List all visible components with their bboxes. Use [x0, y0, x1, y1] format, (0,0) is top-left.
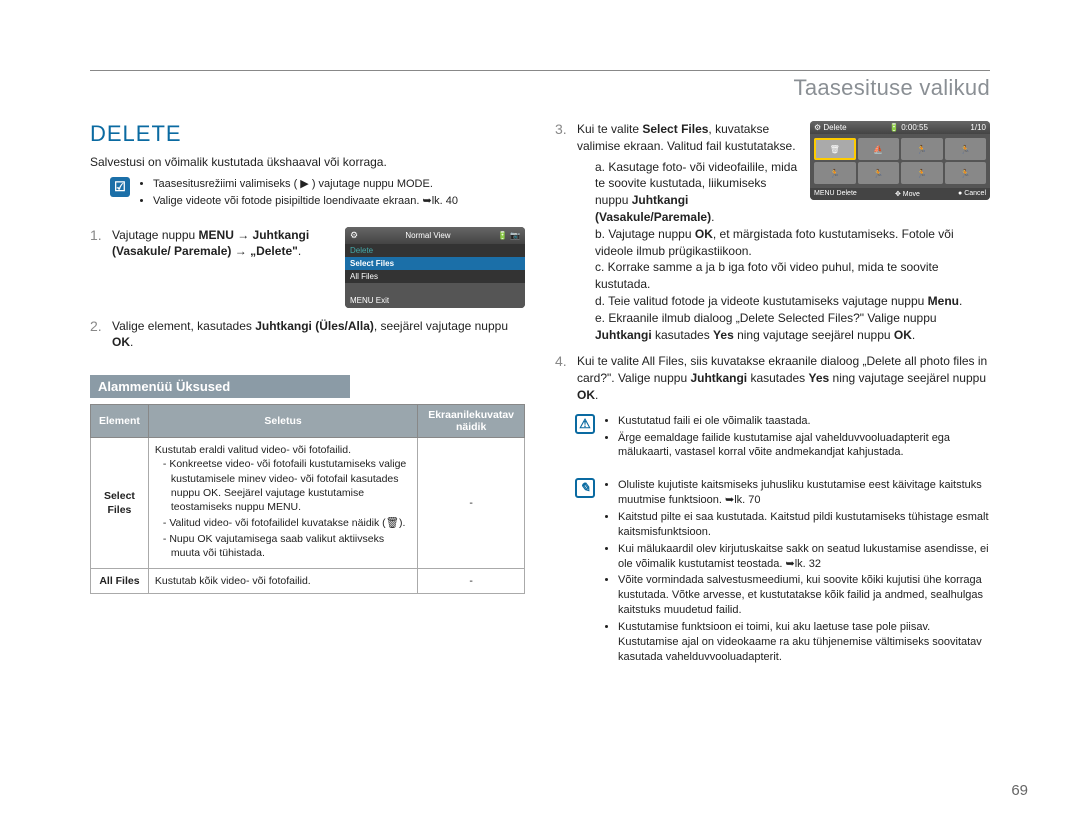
check-icon: ☑ [110, 177, 130, 197]
note-item: Kustutamise funktsioon ei toimi, kui aku… [618, 620, 990, 665]
step-number: 4. [555, 353, 569, 369]
warn-item: Ärge eemaldage failide kustutamise ajal … [618, 431, 990, 461]
warning-icon: ⚠ [575, 414, 595, 434]
step-number: 1. [90, 227, 104, 243]
info-item: Valige videote või fotode pisipiltide lo… [153, 194, 458, 209]
note-icon: ✎ [575, 478, 595, 498]
submenu-heading: Alammenüü Üksused [90, 375, 350, 398]
table-header: Seletus [148, 405, 417, 438]
substep: c. Korrake samme a ja b iga foto või vid… [595, 259, 990, 293]
step-text: Kui te valite All Files, siis kuvatakse … [577, 353, 990, 403]
right-column: 3. Kui te valite Select Files, kuvatakse… [555, 121, 990, 682]
left-column: DELETE Salvestusi on võimalik kustutada … [90, 121, 525, 682]
step-number: 2. [90, 318, 104, 334]
substep: b. Vajutage nuppu OK, et märgistada foto… [595, 226, 990, 260]
intro-text: Salvestusi on võimalik kustutada ükshaav… [90, 155, 525, 169]
page-number: 69 [1011, 782, 1028, 799]
menu-screen-thumbnail: ⚙Normal View🔋 📷 Delete Select Files All … [345, 227, 525, 308]
note-item: Kaitstud pilte ei saa kustutada. Kaitstu… [618, 510, 990, 540]
table-row: Select Files Kustutab eraldi valitud vid… [91, 438, 525, 568]
step-number: 3. [555, 121, 569, 137]
breadcrumb: Taasesituse valikud [90, 75, 990, 101]
warn-item: Kustutatud faili ei ole võimalik taastad… [618, 414, 990, 429]
note-item: Kui mälukaardil olev kirjutuskaitse sakk… [618, 542, 990, 572]
submenu-table: Element Seletus Ekraanilekuvatav näidik … [90, 404, 525, 594]
gallery-screen-thumbnail: ⚙ Delete 🔋 0:00:55 1/10 🗑⛵🏃🏃 🏃🏃🏃🏃 MENU D… [810, 121, 990, 200]
step-text: Vajutage nuppu MENU → Juhtkangi (Vasakul… [112, 227, 337, 261]
info-box-mode: ☑ Taasesitusrežiimi valimiseks ( ▶ ) vaj… [110, 177, 525, 211]
note-item: Oluliste kujutiste kaitsmiseks juhusliku… [618, 478, 990, 508]
step-text: Valige element, kasutades Juhtkangi (Üle… [112, 318, 525, 352]
step-text: Kui te valite Select Files, kuvatakse va… [577, 121, 802, 226]
note-item: Võite vormindada salvestusmeediumi, kui … [618, 573, 990, 618]
substep: d. Teie valitud fotode ja videote kustut… [595, 293, 990, 310]
page-title: DELETE [90, 121, 525, 147]
info-item: Taasesitusrežiimi valimiseks ( ▶ ) vajut… [153, 177, 458, 192]
substep: e. Ekraanile ilmub dialoog „Delete Selec… [595, 310, 990, 344]
table-header: Ekraanilekuvatav näidik [418, 405, 525, 438]
warning-box: ⚠ Kustutatud faili ei ole võimalik taast… [575, 414, 990, 463]
table-row: All Files Kustutab kõik video- või fotof… [91, 568, 525, 593]
table-header: Element [91, 405, 149, 438]
note-box: ✎ Oluliste kujutiste kaitsmiseks juhusli… [575, 478, 990, 666]
